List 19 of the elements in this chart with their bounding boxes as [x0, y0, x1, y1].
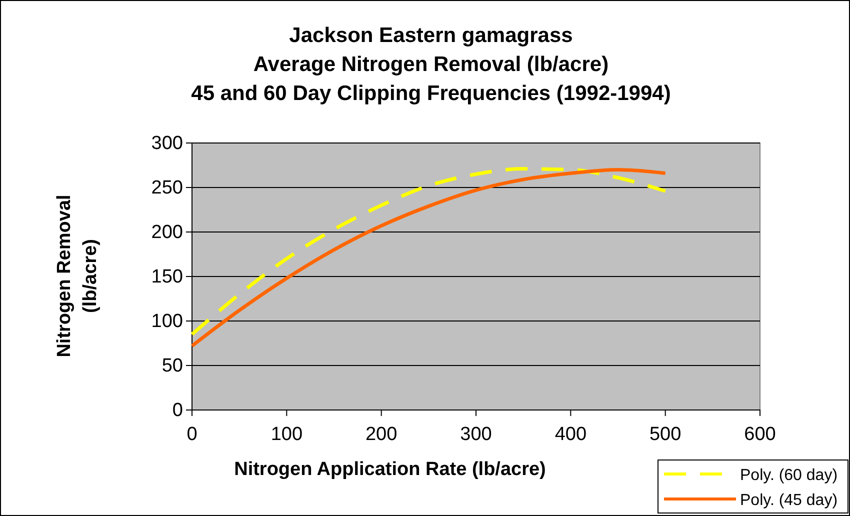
x-tick-label: 500	[649, 424, 682, 445]
y-axis-title: Nitrogen Removal (lb/acre)	[54, 194, 101, 358]
x-tick-label: 600	[744, 424, 776, 445]
x-tick-label: 100	[270, 424, 303, 445]
y-tick-label: 100	[151, 311, 183, 332]
legend-label: Poly. (45 day)	[740, 492, 838, 509]
y-tick-label: 0	[172, 400, 183, 422]
y-tick-label: 200	[151, 222, 183, 244]
y-tick-label: 150	[151, 266, 183, 288]
chart-title: Jackson Eastern gamagrass Average Nitrogen Removal (lb/acre) 45 and 60 Day Clipping Frequencies (1992-1994)	[191, 24, 671, 105]
x-tick-label: 200	[365, 424, 398, 445]
y-tick-label: 250	[151, 178, 183, 199]
x-tick-label: 400	[554, 424, 587, 445]
x-tick-label: 300	[460, 424, 492, 445]
x-tick-label: 0	[186, 424, 198, 445]
y-tick-label: 50	[162, 356, 183, 377]
x-axis-title: Nitrogen Application Rate (lb/acre)	[234, 459, 546, 480]
y-tick-label: 300	[151, 133, 183, 154]
legend-label: Poly. (60 day)	[740, 467, 838, 484]
